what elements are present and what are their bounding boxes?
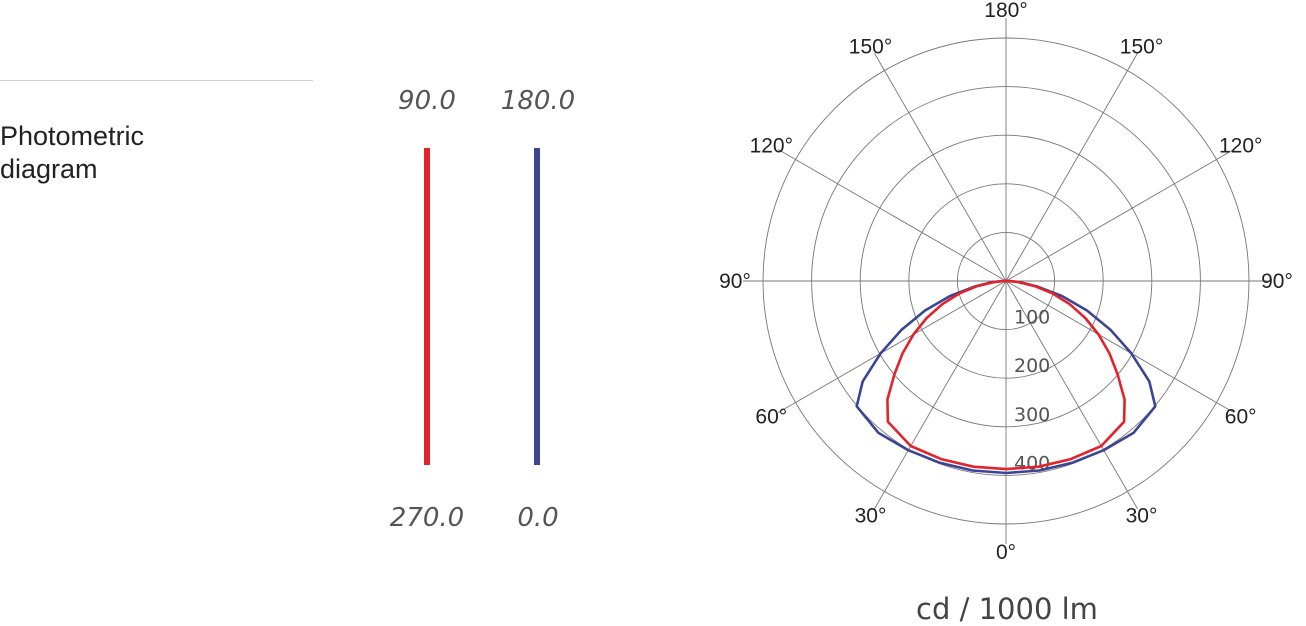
angle-tick-label: 30° — [1126, 505, 1158, 528]
angle-tick-label: 0° — [996, 541, 1016, 564]
legend-blue-top-label: 180.0 — [500, 86, 576, 116]
legend-red-bottom-label: 270.0 — [389, 503, 465, 533]
angle-labels: 0° 30° 30° 60° 60° 90° 90° 120° 120° 150° 150° 180° — [719, 0, 1293, 564]
angle-tick-label: 150° — [1120, 35, 1163, 58]
intensity-curves — [855, 279, 1157, 475]
ring-tick-label: 200 — [1014, 355, 1050, 377]
angle-tick-label: 150° — [849, 35, 892, 58]
section-title-line2: diagram — [0, 154, 98, 184]
divider — [0, 80, 313, 81]
angle-tick-label: 90° — [719, 270, 751, 293]
angle-tick-label: 60° — [1225, 406, 1257, 429]
angle-tick-label: 60° — [755, 406, 787, 429]
legend-blue-bottom-label: 0.0 — [517, 503, 559, 533]
section-title: Photometric diagram — [0, 120, 300, 186]
legend-red-bar — [424, 148, 430, 465]
intensity-curve — [886, 279, 1126, 471]
legend-blue-bar — [534, 148, 540, 465]
angle-tick-label: 90° — [1261, 270, 1293, 293]
angle-tick-label: 30° — [855, 505, 887, 528]
intensity-curve — [855, 279, 1157, 475]
legend-red-top-label: 90.0 — [398, 86, 456, 116]
ring-tick-label: 300 — [1014, 404, 1050, 426]
ring-tick-label: 100 — [1014, 307, 1050, 329]
angle-tick-label: 120° — [750, 135, 793, 158]
section-title-line1: Photometric — [0, 121, 145, 151]
angle-tick-label: 180° — [984, 0, 1027, 22]
unit-label: cd / 1000 lm — [916, 592, 1098, 626]
angle-tick-label: 120° — [1219, 135, 1262, 158]
